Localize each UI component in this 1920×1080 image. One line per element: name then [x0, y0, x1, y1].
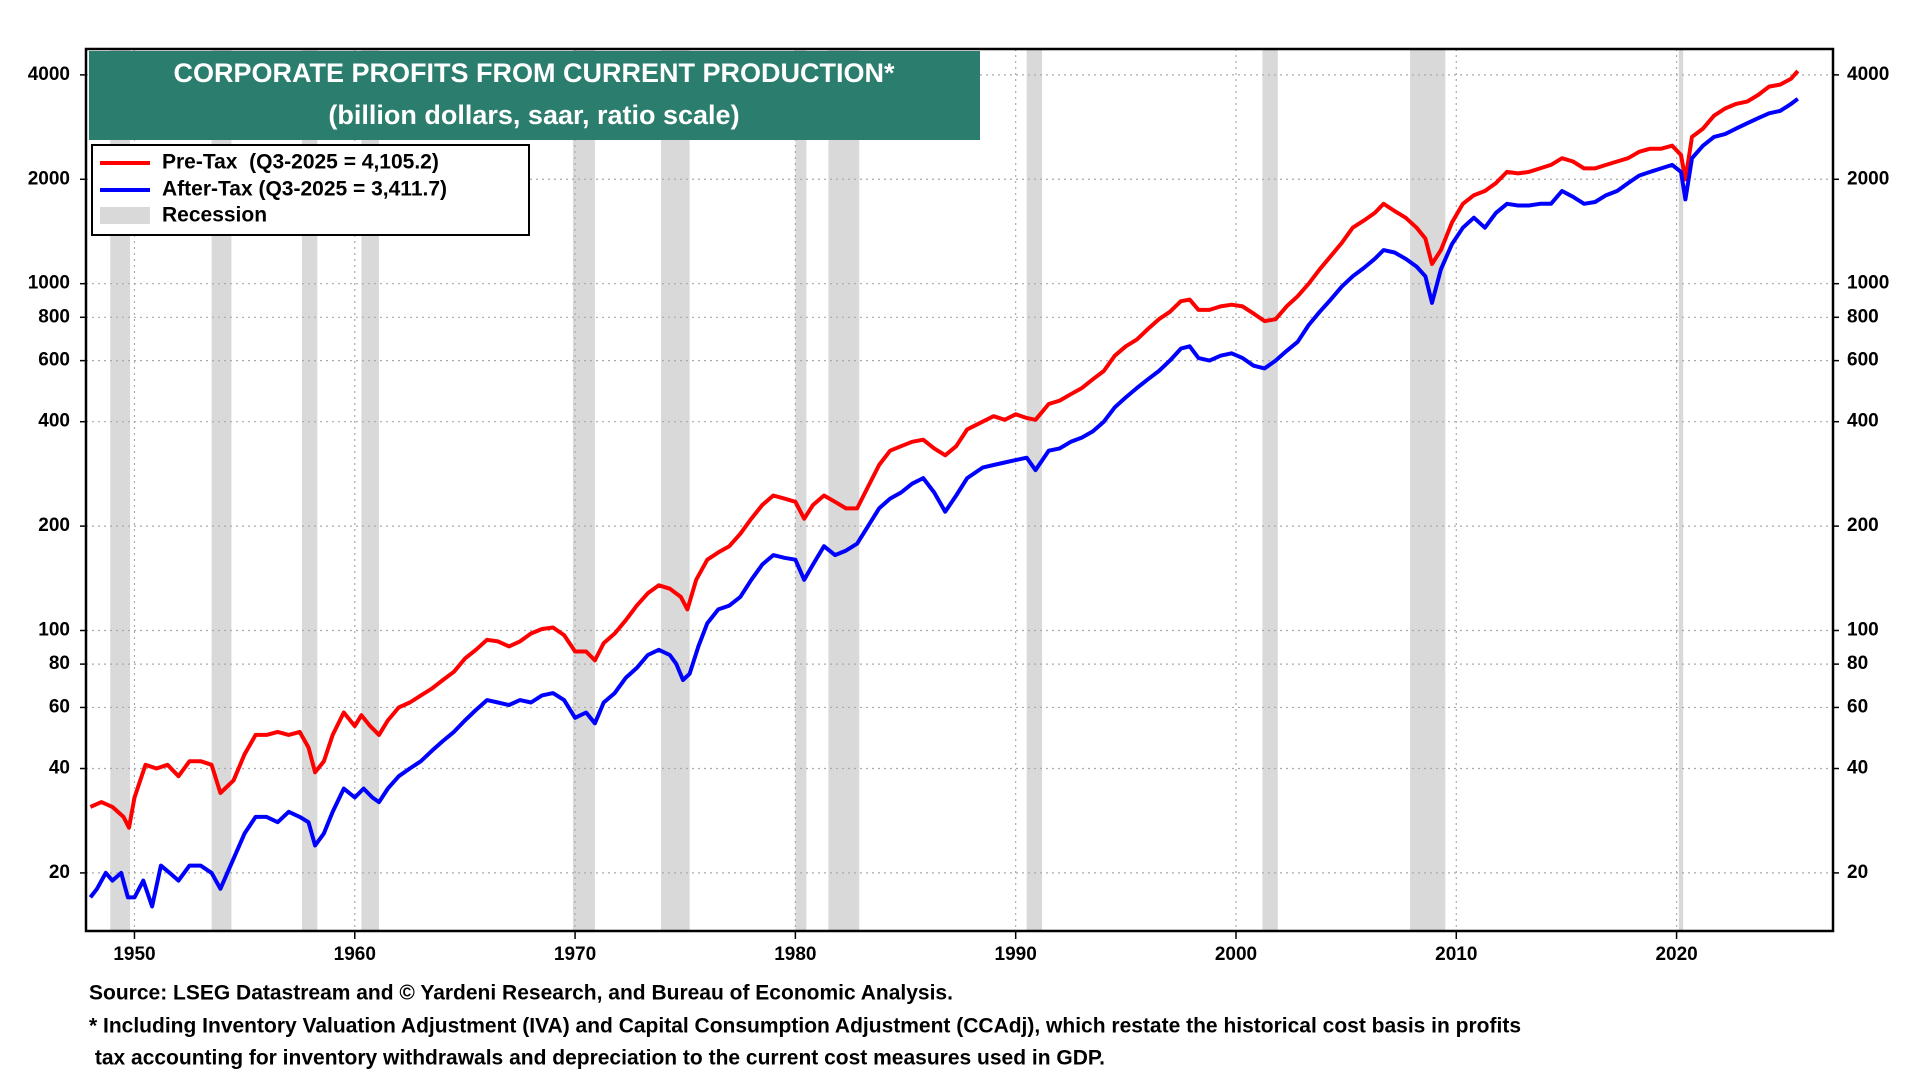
recession-band	[660, 49, 690, 931]
recession-band	[572, 49, 595, 931]
recession-band	[1678, 49, 1684, 931]
y-tick-label: 60	[49, 696, 70, 717]
source-note: Source: LSEG Datastream and © Yardeni Re…	[89, 982, 953, 1005]
y-tick-label: 4000	[28, 64, 70, 85]
recession-band	[110, 49, 131, 931]
recession-bands	[110, 49, 1684, 931]
y-tick-label: 80	[49, 653, 70, 674]
legend-label: Pre-Tax (Q3-2025 = 4,105.2)	[162, 151, 439, 174]
recession-band	[1262, 49, 1278, 931]
y-tick-label: 100	[38, 620, 70, 641]
x-tick-label: 1950	[113, 944, 155, 965]
recession-band	[1410, 49, 1446, 931]
plot-frame	[84, 47, 1835, 933]
chart-title: CORPORATE PROFITS FROM CURRENT PRODUCTIO…	[174, 58, 895, 88]
legend-box	[91, 144, 530, 236]
y2-tick-label: 600	[1847, 350, 1879, 371]
legend-label: Recession	[162, 204, 267, 227]
x-tick-label: 2020	[1655, 944, 1697, 965]
footnote: * Including Inventory Valuation Adjustme…	[89, 1015, 1521, 1038]
y2-tick-label: 1000	[1847, 273, 1889, 294]
recession-band	[301, 49, 318, 931]
y2-tick-label: 40	[1847, 758, 1868, 779]
series-line	[89, 69, 1800, 830]
y2-tick-label: 20	[1847, 862, 1868, 883]
y-tick-label: 20	[49, 862, 70, 883]
y-tick-label: 600	[38, 350, 70, 371]
y-tick-label: 40	[49, 758, 70, 779]
y-tick-label: 1000	[28, 273, 70, 294]
recession-band	[1026, 49, 1043, 931]
y2-tick-label: 200	[1847, 515, 1879, 536]
y2-tick-label: 2000	[1847, 168, 1889, 189]
recession-band	[828, 49, 860, 931]
y2-tick-label: 400	[1847, 411, 1879, 432]
y2-tick-label: 80	[1847, 653, 1868, 674]
x-tick-label: 1970	[554, 944, 596, 965]
x-tick-label: 1980	[774, 944, 816, 965]
y2-tick-label: 60	[1847, 696, 1868, 717]
legend-label: After-Tax (Q3-2025 = 3,411.7)	[162, 178, 447, 201]
y2-tick-label: 800	[1847, 306, 1879, 327]
y-tick-label: 400	[38, 411, 70, 432]
y-tick-label: 200	[38, 515, 70, 536]
title-box	[89, 51, 980, 140]
footnote: tax accounting for inventory withdrawals…	[89, 1047, 1105, 1070]
legend-swatch	[100, 207, 150, 224]
x-tick-label: 1990	[995, 944, 1037, 965]
lines	[88, 69, 1800, 909]
x-tick-label: 1960	[334, 944, 376, 965]
y-tick-label: 2000	[28, 168, 70, 189]
y2-tick-label: 4000	[1847, 64, 1889, 85]
x-tick-label: 2000	[1215, 944, 1257, 965]
series-line	[88, 97, 1800, 909]
y2-tick-label: 100	[1847, 620, 1879, 641]
y-tick-label: 800	[38, 306, 70, 327]
chart-subtitle: (billion dollars, saar, ratio scale)	[328, 100, 739, 130]
recession-band	[211, 49, 232, 931]
recession-band	[361, 49, 380, 931]
x-tick-label: 2010	[1435, 944, 1477, 965]
recession-band	[795, 49, 807, 931]
